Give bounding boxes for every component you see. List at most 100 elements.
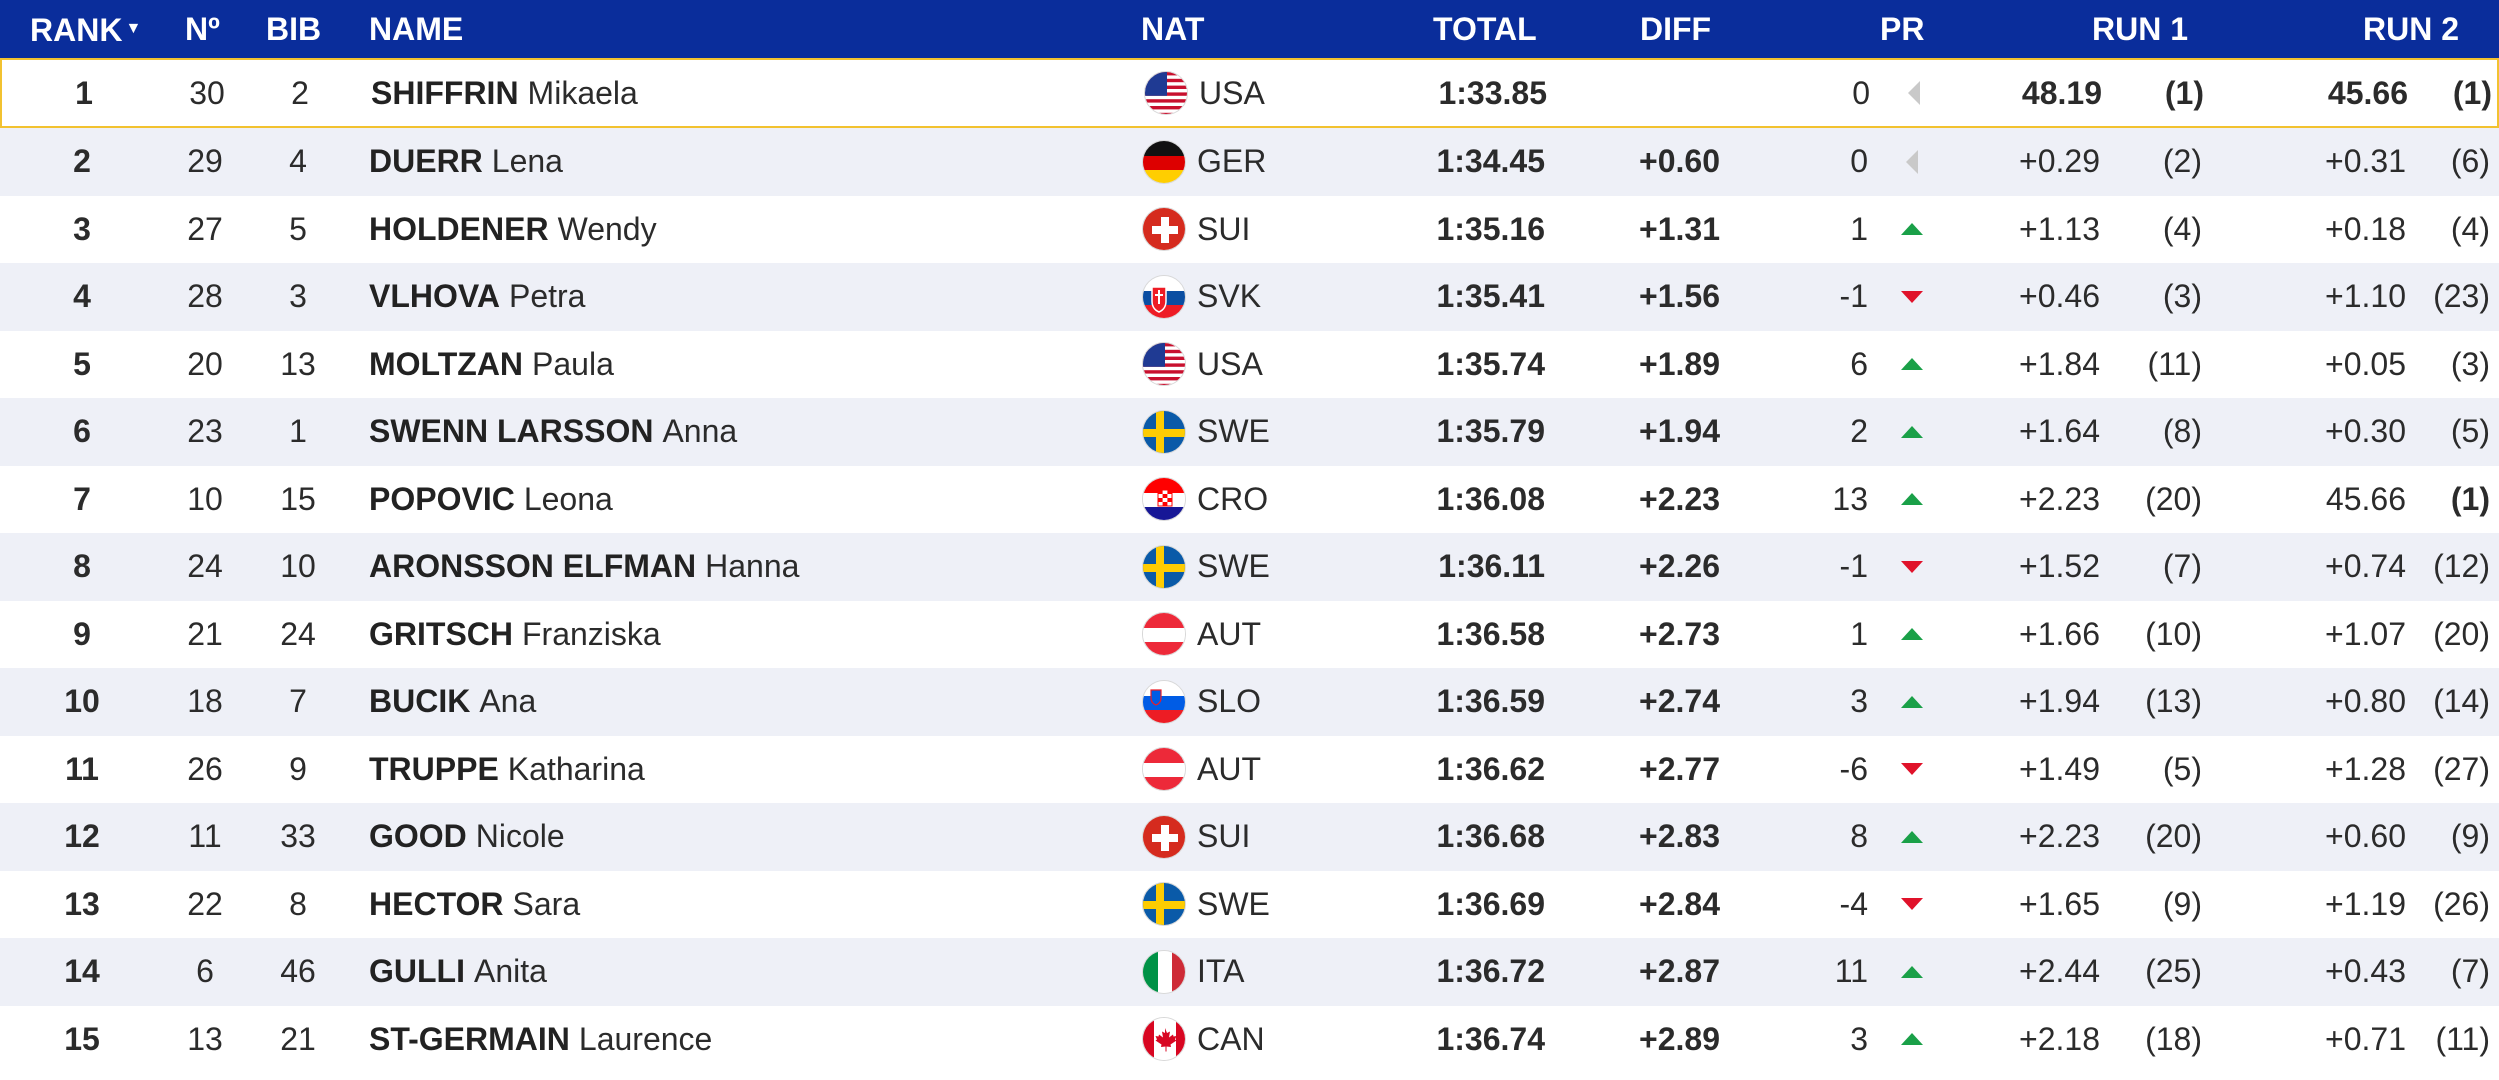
nation-code: SWE	[1197, 413, 1270, 450]
table-row[interactable]: 12 11 33 GOOD Nicole SUI 1:36.68 +2.83 8 +2.23 (20…	[0, 803, 2499, 871]
total-time: 1:36.69	[1436, 885, 1545, 922]
table-row[interactable]: 5 20 13 MOLTZAN Paula USA 1:35.74 +1.89 6 +1.84 (1…	[0, 331, 2499, 399]
table-row[interactable]: 7 10 15 POPOVIC Leona CRO 1:36.08 +2.23 13 +2.23 (…	[0, 466, 2499, 534]
run2-rank: (5)	[2450, 413, 2490, 450]
athlete-name-link[interactable]: GULLI Anita	[369, 938, 1089, 1006]
no-column-header[interactable]: Nº	[185, 11, 220, 47]
run1-rank: (8)	[2162, 413, 2202, 450]
table-row[interactable]: 9 21 24 GRITSCH Franziska AUT 1:36.58 +2.73 1 +1.…	[0, 601, 2499, 669]
rank-cell: 6	[73, 413, 91, 450]
rank-cell: 10	[64, 683, 100, 720]
athlete-firstname: Paula	[532, 345, 614, 382]
athlete-name-link[interactable]: MOLTZAN Paula	[369, 331, 1089, 399]
athlete-name-link[interactable]: TRUPPE Katharina	[369, 736, 1089, 804]
athlete-name-link[interactable]: SHIFFRIN Mikaela	[371, 60, 1091, 126]
nation-code: GER	[1197, 143, 1267, 180]
start-number-cell: 26	[187, 750, 223, 787]
diff-time: +2.23	[1639, 480, 1720, 517]
athlete-surname: HECTOR	[369, 885, 504, 922]
athlete-surname: GRITSCH	[369, 615, 513, 652]
nat-column-header[interactable]: NAT	[1141, 11, 1205, 47]
rank-cell: 1	[75, 74, 93, 111]
athlete-name-link[interactable]: VLHOVA Petra	[369, 263, 1089, 331]
run1-column-header[interactable]: RUN 1	[2092, 11, 2189, 47]
table-row[interactable]: 11 26 9 TRUPPE Katharina AUT 1:36.62 +2.77 -6 +1.…	[0, 736, 2499, 804]
athlete-name-link[interactable]: SWENN LARSSON Anna	[369, 398, 1089, 466]
athlete-name-link[interactable]: HECTOR Sara	[369, 871, 1089, 939]
bib-cell: 2	[291, 74, 309, 111]
athlete-name-link[interactable]: POPOVIC Leona	[369, 466, 1089, 534]
athlete-surname: TRUPPE	[369, 750, 499, 787]
nation-code: SUI	[1197, 210, 1251, 247]
rank-cell: 8	[73, 548, 91, 585]
table-row[interactable]: 2 29 4 DUERR Lena GER 1:34.45 +0.60 0 +0.29 (2) +0.…	[0, 128, 2499, 196]
run1-rank: (1)	[2164, 74, 2204, 111]
athlete-surname: MOLTZAN	[369, 345, 524, 382]
total-time: 1:34.45	[1436, 143, 1545, 180]
trend-indicator	[1890, 871, 1934, 939]
position-change: -6	[1839, 750, 1868, 787]
bib-column-header[interactable]: BIB	[266, 11, 322, 47]
nation-flag	[1142, 736, 1186, 804]
trend-indicator	[1890, 938, 1934, 1006]
table-row[interactable]: 3 27 5 HOLDENER Wendy SUI 1:35.16 +1.31 1 +1.13 (4…	[0, 196, 2499, 264]
diff-time: +1.31	[1639, 210, 1720, 247]
pr-column-header[interactable]: PR	[1880, 11, 1925, 47]
diff-time: +2.74	[1639, 683, 1720, 720]
nation-flag	[1142, 1006, 1186, 1074]
position-change: 8	[1850, 818, 1868, 855]
table-row[interactable]: 4 28 3 VLHOVA Petra SVK 1:35.41 +1.56 -1 +0.46 (3)…	[0, 263, 2499, 331]
position-change: 1	[1850, 210, 1868, 247]
diff-column-header[interactable]: DIFF	[1640, 11, 1712, 47]
run2-time: +0.05	[2325, 345, 2406, 382]
run1-rank: (25)	[2145, 953, 2202, 990]
athlete-name-link[interactable]: DUERR Lena	[369, 128, 1089, 196]
athlete-name-link[interactable]: ST-GERMAIN Laurence	[369, 1006, 1089, 1074]
rank-cell: 14	[64, 953, 100, 990]
sort-down-icon[interactable]: ▼	[125, 20, 142, 37]
run2-time: +0.43	[2325, 953, 2406, 990]
diff-time: +2.73	[1639, 615, 1720, 652]
table-row[interactable]: 8 24 10 ARONSSON ELFMAN Hanna SWE 1:36.11 +2.26…	[0, 533, 2499, 601]
rank-column-header[interactable]: RANK ▼	[30, 12, 142, 48]
trend-up-icon	[1901, 493, 1923, 506]
run2-column-header[interactable]: RUN 2	[2363, 11, 2460, 47]
rank-cell: 9	[73, 615, 91, 652]
table-row[interactable]: 10 18 7 BUCIK Ana SLO 1:36.59 +2.74 3 +1.94 (13) +0…	[0, 668, 2499, 736]
athlete-name-link[interactable]: GRITSCH Franziska	[369, 601, 1089, 669]
run2-time: 45.66	[2327, 74, 2408, 111]
athlete-name-link[interactable]: HOLDENER Wendy	[369, 196, 1089, 264]
athlete-firstname: Nicole	[475, 818, 565, 855]
table-row[interactable]: 14 6 46 GULLI Anita ITA 1:36.72 +2.87 11 +2.44 (25…	[0, 938, 2499, 1006]
nation-flag	[1142, 466, 1186, 534]
athlete-name-link[interactable]: BUCIK Ana	[369, 668, 1089, 736]
run1-time: +0.46	[2019, 278, 2100, 315]
total-column-header[interactable]: TOTAL	[1433, 11, 1537, 47]
position-change: 3	[1850, 1020, 1868, 1057]
table-row[interactable]: 1 30 2 SHIFFRIN Mikaela USA 1:33.85 0 48.19 (1) 45…	[0, 58, 2499, 128]
athlete-name-link[interactable]: GOOD Nicole	[369, 803, 1089, 871]
table-row[interactable]: 13 22 8 HECTOR Sara SWE 1:36.69 +2.84 -4 +1.65 (9)…	[0, 871, 2499, 939]
total-time: 1:36.68	[1436, 818, 1545, 855]
run1-time: +1.49	[2019, 750, 2100, 787]
position-change: 6	[1850, 345, 1868, 382]
name-column-header[interactable]: NAME	[369, 11, 464, 47]
table-row[interactable]: 6 23 1 SWENN LARSSON Anna SWE 1:35.79 +1.94 2 +1.…	[0, 398, 2499, 466]
bib-cell: 21	[280, 1020, 316, 1057]
trend-indicator	[1890, 1006, 1934, 1074]
sui-flag-icon	[1142, 207, 1186, 252]
trend-indicator	[1892, 60, 1936, 126]
run1-time: +2.44	[2019, 953, 2100, 990]
cro-flag-icon	[1142, 477, 1186, 522]
table-row[interactable]: 15 13 21 ST-GERMAIN Laurence CAN 1:36.74 +2.89 3…	[0, 1006, 2499, 1074]
bib-cell: 1	[289, 413, 307, 450]
diff-time: +2.87	[1639, 953, 1720, 990]
nation-flag	[1142, 533, 1186, 601]
run1-time: +1.84	[2019, 345, 2100, 382]
athlete-surname: SHIFFRIN	[371, 74, 519, 111]
athlete-name-link[interactable]: ARONSSON ELFMAN Hanna	[369, 533, 1089, 601]
athlete-surname: ST-GERMAIN	[369, 1020, 570, 1057]
nation-flag	[1142, 668, 1186, 736]
run1-rank: (7)	[2162, 548, 2202, 585]
